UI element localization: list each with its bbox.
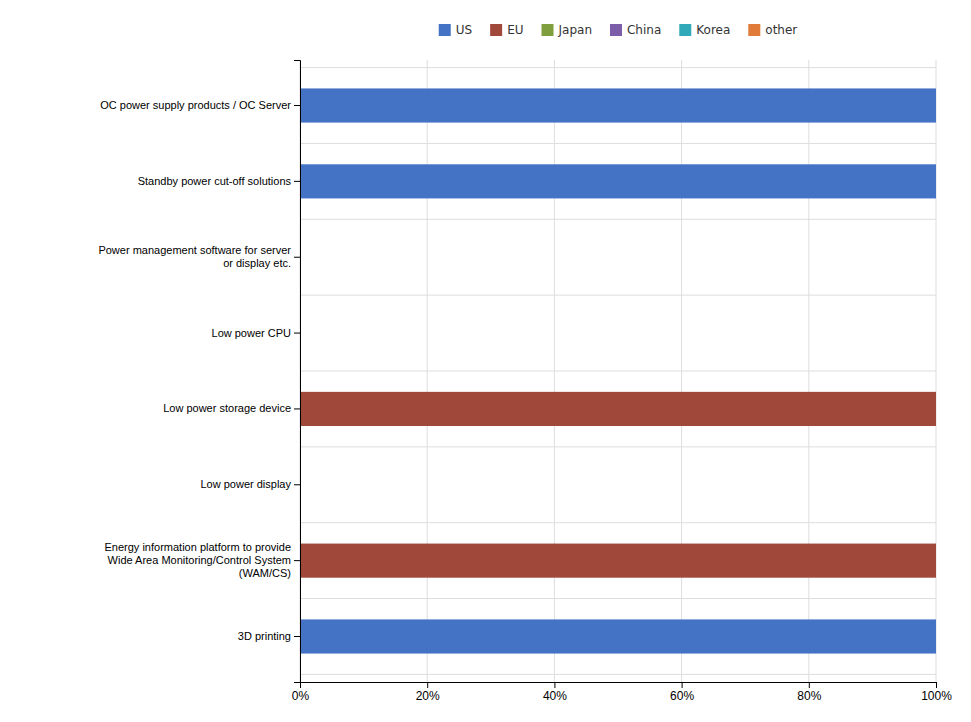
row-separator	[300, 67, 936, 68]
bars	[300, 88, 936, 653]
tick-label: 20%	[416, 689, 440, 703]
legend-item: China	[610, 23, 661, 37]
tick-mark	[294, 484, 300, 485]
series	[300, 88, 936, 653]
tick-mark	[682, 682, 683, 688]
legend-item: other	[748, 23, 797, 37]
tick: 60%	[670, 682, 694, 703]
grid	[300, 60, 936, 682]
tick: 80%	[797, 682, 821, 703]
tick: OC power supply products / OC Server	[100, 99, 300, 111]
tick-mark	[936, 682, 937, 688]
tick-label: Low power CPU	[212, 327, 292, 339]
tick-label: Energy information platform to provideWi…	[105, 541, 291, 579]
tick-mark	[294, 257, 300, 258]
tick-mark	[294, 560, 300, 561]
row-separator	[300, 598, 936, 599]
tick-mark	[294, 105, 300, 106]
row-separator	[300, 219, 936, 220]
tick-mark	[554, 682, 555, 688]
legend-label: China	[627, 23, 661, 37]
legend-label: Korea	[696, 23, 730, 37]
tick-label-line: Standby power cut-off solutions	[138, 175, 292, 187]
row-separator	[300, 674, 936, 675]
legend-item: Korea	[679, 23, 730, 37]
tick-label: Standby power cut-off solutions	[138, 175, 292, 187]
chart: 0% 20% 40% 60% 80% 100% OC power supply produc…	[0, 0, 971, 722]
tick-label-line: OC power supply products / OC Server	[100, 99, 291, 111]
row-separator	[300, 295, 936, 296]
tick-mark	[294, 636, 300, 637]
tick-label: Power management software for serveror d…	[98, 244, 291, 269]
tick-mark	[294, 408, 300, 409]
tick-label: Low power display	[201, 478, 292, 490]
tick-label: Low power storage device	[163, 402, 291, 414]
bar	[300, 392, 936, 426]
tick-label: 80%	[797, 689, 821, 703]
axis-line	[301, 683, 937, 689]
tick-mark	[427, 682, 428, 688]
tick: 100%	[921, 682, 952, 703]
legend-swatch	[490, 24, 502, 36]
tick: 20%	[416, 682, 440, 703]
legend-item: EU	[490, 23, 523, 37]
tick: Low power display	[201, 478, 301, 490]
series	[300, 392, 936, 578]
legend-item: Japan	[542, 23, 592, 37]
tick-label-line: Energy information platform to provide	[105, 541, 291, 553]
y-axis: OC power supply products / OC Server Stan…	[98, 61, 300, 683]
tick-label: 60%	[670, 689, 694, 703]
bar	[300, 619, 936, 653]
legend-swatch	[679, 24, 691, 36]
tick-label-line: (WAM/CS)	[239, 567, 291, 579]
tick-label: 0%	[292, 689, 310, 703]
legend-label: Japan	[558, 23, 592, 37]
tick-label-line: Wide Area Monitoring/Control System	[108, 554, 291, 566]
bar	[300, 88, 936, 122]
tick-label: 3D printing	[238, 630, 291, 642]
tick: Low power CPU	[212, 327, 300, 339]
plot-area: 0% 20% 40% 60% 80% 100% OC power supply produc…	[98, 60, 952, 703]
tick: 40%	[543, 682, 567, 703]
legend-swatch	[542, 24, 554, 36]
tick: 0%	[292, 682, 310, 703]
tick: Power management software for serveror d…	[98, 244, 300, 269]
tick-mark	[294, 181, 300, 182]
tick: Energy information platform to provideWi…	[105, 541, 300, 579]
legend-label: EU	[507, 23, 523, 37]
row-separator	[300, 446, 936, 447]
tick-label-line: 3D printing	[238, 630, 291, 642]
tick-label-line: Low power storage device	[163, 402, 291, 414]
x-axis: 0% 20% 40% 60% 80% 100%	[292, 682, 952, 703]
axis-line	[294, 61, 301, 683]
legend-label: other	[765, 23, 797, 37]
tick: 3D printing	[238, 630, 300, 642]
row-separator	[300, 522, 936, 523]
legend-swatch	[748, 24, 760, 36]
legend-swatch	[439, 24, 451, 36]
row-separator	[300, 371, 936, 372]
tick-mark	[294, 333, 300, 334]
tick: Standby power cut-off solutions	[138, 175, 300, 187]
tick-mark	[809, 682, 810, 688]
tick-label: 100%	[921, 689, 952, 703]
tick-label: 40%	[543, 689, 567, 703]
tick-label: OC power supply products / OC Server	[100, 99, 291, 111]
legend-swatch	[610, 24, 622, 36]
row-separator	[300, 143, 936, 144]
tick-label-line: Low power CPU	[212, 327, 292, 339]
tick-label-line: Power management software for server	[98, 244, 291, 256]
legend: US EU Japan China Korea other	[439, 23, 798, 37]
legend-label: US	[456, 23, 472, 37]
tick-label-line: Low power display	[201, 478, 292, 490]
bar	[300, 544, 936, 578]
tick-label-line: or display etc.	[223, 257, 291, 269]
bar	[300, 164, 936, 198]
legend-item: US	[439, 23, 472, 37]
tick: Low power storage device	[163, 402, 300, 414]
